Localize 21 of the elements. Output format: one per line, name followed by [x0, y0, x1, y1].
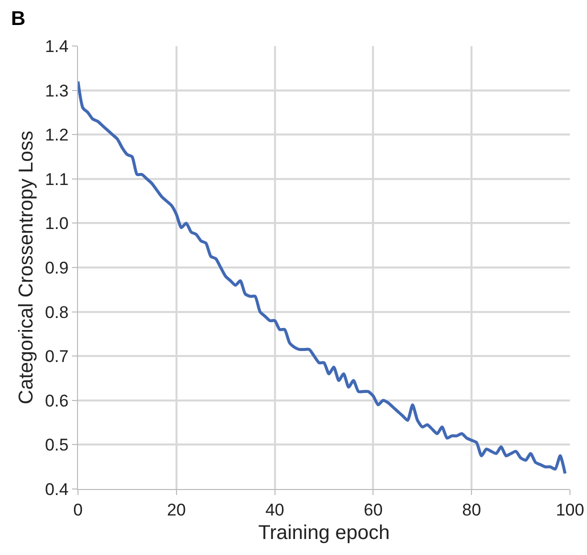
y-tick-label: 1.3 [44, 81, 69, 100]
x-tick-label: 20 [166, 500, 186, 520]
x-tick-label: 40 [265, 500, 284, 520]
y-tick-label: 1.2 [44, 126, 69, 145]
y-tick-label: 1.0 [44, 214, 69, 234]
x-tick-label: 60 [364, 500, 383, 520]
y-tick-label: 0.8 [44, 302, 69, 322]
y-tick-label: 0.9 [44, 258, 69, 278]
y-tick-label: 1.1 [44, 170, 69, 189]
y-tick-label: 0.7 [44, 347, 69, 366]
y-tick-label: 0.4 [44, 480, 69, 499]
x-tick-label: 0 [73, 500, 83, 520]
text: B [11, 8, 26, 30]
y-axis-title: Categorical Crossentropy Loss [15, 130, 38, 404]
y-tick-label: 0.5 [44, 436, 69, 455]
x-tick-label: 80 [462, 500, 482, 520]
y-tick-label: 0.6 [44, 391, 69, 410]
x-tick-label: 100 [556, 500, 584, 520]
x-axis-title: Training epoch [258, 522, 390, 544]
y-tick-label: 1.4 [44, 36, 69, 56]
line-series [78, 80, 567, 475]
